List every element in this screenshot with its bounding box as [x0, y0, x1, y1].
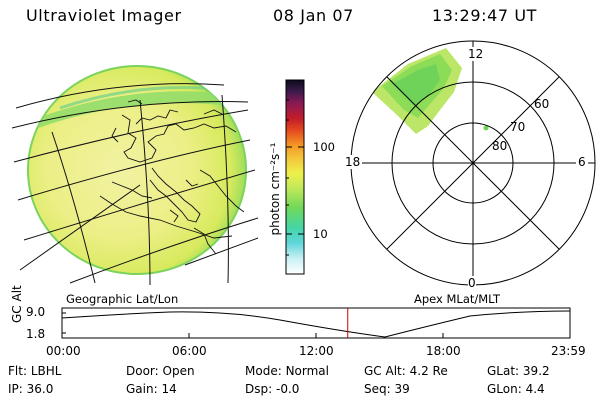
- info-door: Door: Open: [126, 364, 195, 378]
- mlat-label-60: 60: [534, 97, 550, 111]
- timeline-xtick-4: 23:59: [551, 344, 586, 358]
- info-glon: GLon: 4.4: [487, 382, 545, 396]
- mlt-label-6: 6: [576, 155, 588, 169]
- apex-panel-label: Apex MLat/MLT: [414, 292, 501, 306]
- timeline-ticks: [61, 312, 571, 338]
- info-filter: Flt: LBHL: [8, 364, 62, 378]
- info-seq: Seq: 39: [364, 382, 410, 396]
- color-bar-ticks: [286, 99, 304, 256]
- info-gc-alt: GC Alt: 4.2 Re: [364, 364, 448, 378]
- timeline-xtick-2: 12:00: [299, 344, 334, 358]
- mlt-label-0: 0: [468, 276, 476, 290]
- color-bar-gradient: [285, 79, 305, 275]
- mlt-label-12: 12: [468, 47, 484, 61]
- timeline-ytick-1-8: 1.8: [26, 327, 46, 341]
- info-glat: GLat: 39.2: [487, 364, 550, 378]
- timeline-ytick-9: 9.0: [26, 305, 46, 319]
- info-ip: IP: 36.0: [8, 382, 54, 396]
- latlon-grid: [11, 83, 259, 286]
- timeline-xtick-1: 06:00: [172, 344, 207, 358]
- color-bar-tick-100: 100: [313, 140, 335, 154]
- mlat-label-70: 70: [510, 120, 526, 134]
- timeline-xtick-3: 18:00: [426, 344, 461, 358]
- mlt-label-18: 18: [343, 155, 363, 169]
- info-mode: Mode: Normal: [245, 364, 329, 378]
- time-label: 13:29:47 UT: [432, 6, 538, 25]
- coastlines: [99, 99, 245, 255]
- instrument-title: Ultraviolet Imager: [26, 6, 182, 25]
- color-bar-tick-10: 10: [313, 227, 328, 241]
- timeline-axis-label: GC Alt: [10, 285, 24, 323]
- info-gain: Gain: 14: [126, 382, 177, 396]
- geographic-panel-label: Geographic Lat/Lon: [66, 292, 179, 306]
- info-dsp: Dsp: -0.0: [245, 382, 300, 396]
- altitude-curve: [61, 310, 571, 338]
- date-label: 08 Jan 07: [273, 6, 354, 25]
- timeline-xtick-0: 00:00: [46, 344, 81, 358]
- mlat-label-80: 80: [492, 139, 508, 153]
